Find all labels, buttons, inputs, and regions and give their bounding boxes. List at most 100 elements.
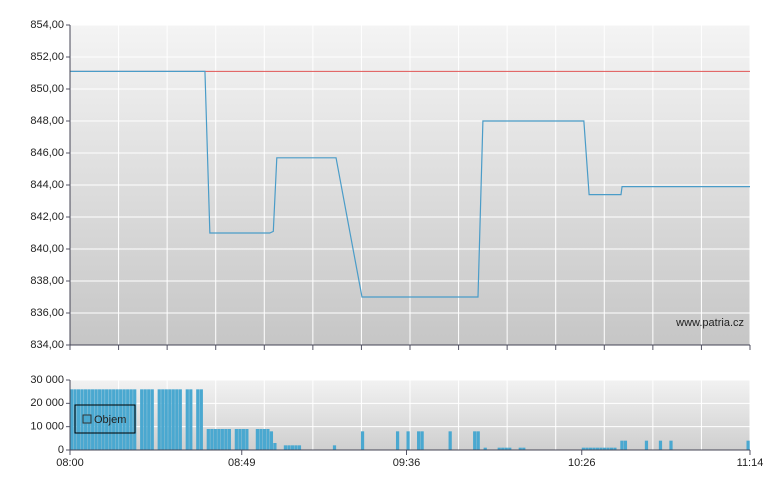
volume-bar	[609, 447, 614, 450]
volume-bar	[143, 389, 147, 450]
volume-bar	[101, 389, 105, 450]
volume-bar	[115, 389, 119, 450]
volume-bar	[94, 389, 98, 450]
volume-bar	[262, 429, 267, 450]
y-tick-label: 0	[58, 444, 64, 456]
y-tick-label: 842,00	[30, 211, 64, 223]
y-tick-label: 848,00	[30, 115, 64, 127]
volume-bar	[140, 389, 144, 450]
volume-bar	[332, 445, 337, 450]
volume-bar	[80, 389, 84, 450]
volume-bar	[585, 447, 589, 450]
volume-bar	[508, 447, 512, 450]
volume-bar	[588, 447, 592, 450]
legend-box	[74, 404, 136, 434]
y-tick-label: 852,00	[30, 51, 64, 63]
volume-bar	[473, 431, 477, 450]
volume-bar	[77, 389, 81, 450]
volume-bar	[746, 440, 750, 450]
y-tick-label: 834,00	[30, 339, 64, 351]
volume-bar	[164, 389, 168, 450]
volume-bar	[238, 429, 242, 450]
volume-bar	[189, 389, 193, 450]
volume-bar	[620, 440, 624, 450]
volume-bar	[178, 389, 182, 450]
volume-bar	[266, 429, 270, 450]
legend-label: Objem	[94, 414, 126, 426]
volume-bar	[119, 389, 123, 450]
volume-bar	[70, 389, 74, 450]
volume-bar	[213, 429, 217, 450]
volume-bar	[417, 431, 421, 450]
volume-bar	[112, 389, 116, 450]
volume-bar	[227, 429, 231, 450]
volume-bar	[602, 447, 607, 450]
volume-bar	[522, 447, 526, 450]
volume-bar	[406, 431, 410, 450]
volume-bar	[501, 447, 505, 450]
y-tick-label: 854,00	[30, 19, 64, 31]
volume-bar	[581, 447, 585, 450]
y-tick-label: 846,00	[30, 147, 64, 159]
volume-bar	[644, 440, 649, 450]
y-tick-label: 840,00	[30, 243, 64, 255]
volume-bar	[595, 447, 599, 450]
volume-bar	[294, 445, 298, 450]
volume-bar	[290, 445, 295, 450]
x-tick-label: 09:36	[393, 457, 421, 469]
volume-bar	[241, 429, 245, 450]
volume-bar	[126, 389, 130, 450]
volume-bar	[150, 389, 154, 450]
volume-bar	[658, 440, 663, 450]
volume-bar	[196, 389, 200, 450]
volume-bar	[259, 429, 263, 450]
legend-swatch	[82, 414, 92, 424]
y-tick-label: 30 000	[30, 374, 64, 386]
volume-bar	[606, 447, 610, 450]
volume-bar	[483, 447, 487, 450]
volume-bar	[129, 389, 133, 450]
volume-bar	[420, 431, 424, 450]
volume-bar	[518, 447, 522, 450]
volume-bar	[224, 429, 228, 450]
volume-bar	[255, 429, 259, 450]
volume-bar	[91, 389, 95, 450]
volume-bar	[497, 447, 501, 450]
y-tick-label: 10 000	[30, 421, 64, 433]
volume-bar	[220, 429, 224, 450]
volume-bar	[122, 389, 126, 450]
volume-bar	[234, 429, 238, 450]
volume-bar	[105, 389, 109, 450]
y-tick-label: 838,00	[30, 275, 64, 287]
x-tick-label: 11:14	[737, 457, 764, 469]
y-tick-label: 836,00	[30, 307, 64, 319]
volume-bar	[623, 440, 628, 450]
volume-bar	[108, 389, 112, 450]
x-tick-label: 10:26	[568, 457, 596, 469]
volume-bar	[199, 389, 203, 450]
volume-bar	[599, 447, 603, 450]
volume-bar	[669, 440, 673, 450]
volume-bar	[175, 389, 179, 450]
volume-bar	[147, 389, 151, 450]
price-line	[70, 70, 750, 298]
y-tick-label: 844,00	[30, 179, 64, 191]
y-tick-label: 850,00	[30, 83, 64, 95]
volume-bar	[395, 431, 400, 450]
volume-bar	[98, 389, 102, 450]
watermark: www.patria.cz	[675, 317, 744, 329]
volume-bar	[504, 447, 508, 450]
volume-bar	[185, 389, 189, 450]
volume-bar	[273, 443, 277, 450]
volume-bar	[161, 389, 165, 450]
volume-bar	[448, 431, 452, 450]
volume-bar	[206, 429, 210, 450]
volume-bar	[171, 389, 175, 450]
volume-bar	[287, 445, 291, 450]
volume-bar	[269, 431, 274, 450]
volume-bar	[360, 431, 365, 450]
volume-bar	[217, 429, 221, 450]
volume-bar	[168, 389, 172, 450]
